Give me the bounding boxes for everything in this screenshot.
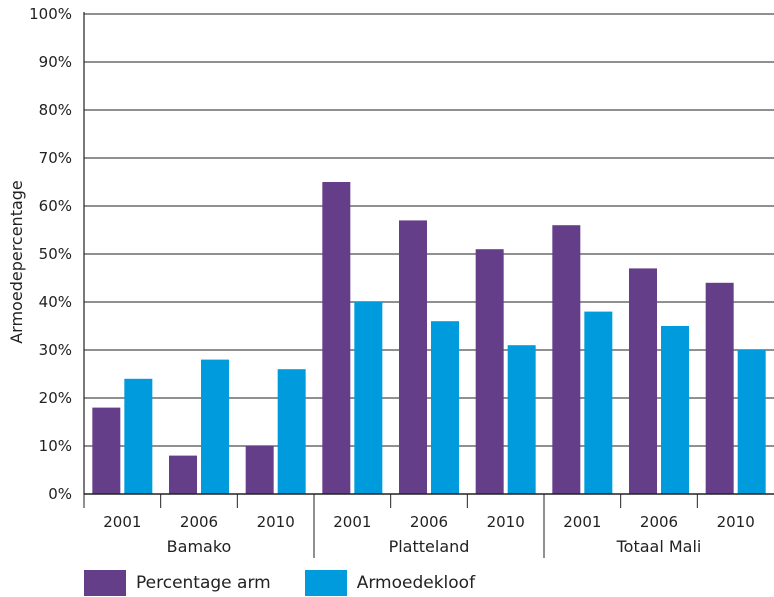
legend-label: Percentage arm (136, 573, 271, 593)
bar-percentage-arm (92, 407, 121, 494)
x-tick-label: 2010 (487, 513, 525, 531)
bar-percentage-arm (245, 446, 274, 494)
x-tick-label: 2001 (333, 513, 371, 531)
x-tick-label: 2010 (717, 513, 755, 531)
y-axis-label: Armoedepercentage (7, 180, 26, 344)
y-tick-label: 60% (39, 197, 72, 215)
legend-label: Armoedekloof (356, 573, 476, 593)
y-tick-label: 0% (48, 485, 72, 503)
legend-item-series-2: Armoedekloof (304, 570, 476, 596)
x-tick-label: 2010 (257, 513, 295, 531)
bar-armoedekloof (201, 359, 229, 494)
bar-percentage-arm (552, 225, 581, 494)
group-label: Totaal Mali (616, 537, 702, 556)
bar-chart: 0%10%20%30%40%50%60%70%80%90%100% 2001 20… (7, 5, 774, 558)
y-tick-label: 10% (39, 437, 72, 455)
x-tick-label: 2006 (180, 513, 218, 531)
gridlines (84, 13, 774, 447)
group-label: Bamako (167, 537, 232, 556)
bar-armoedekloof (661, 326, 689, 494)
y-tick-labels: 0% 10% 20% 30% 40% 50% 60% 70% 80% 90% 100% (29, 5, 72, 503)
y-tick-label: 70% (39, 149, 72, 167)
legend: Percentage arm Armoedekloof (84, 570, 509, 596)
group-label: Platteland (389, 537, 470, 556)
y-tick-label: 50% (39, 245, 72, 263)
y-tick-label: 90% (39, 53, 72, 71)
x-tick-labels: 2001 2006 2010 Bamako 2001 2006 2010 Platteland… (83, 494, 755, 558)
legend-item-series-1: Percentage arm (84, 570, 271, 596)
x-tick-label: 2001 (563, 513, 601, 531)
bar-percentage-arm (399, 220, 427, 494)
bar-armoedekloof (431, 321, 459, 494)
bar-percentage-arm (322, 182, 351, 494)
x-tick-label: 2006 (410, 513, 448, 531)
bar-percentage-arm (629, 268, 657, 494)
x-tick-label: 2006 (640, 513, 678, 531)
y-tick-label: 100% (29, 5, 72, 23)
y-tick-label: 20% (39, 389, 72, 407)
x-tick-label: 2001 (103, 513, 141, 531)
bar-percentage-arm (475, 249, 504, 494)
bar-armoedekloof (584, 311, 613, 494)
bar-percentage-arm (705, 282, 734, 494)
bar-armoedekloof (737, 350, 766, 494)
bar-armoedekloof (277, 369, 306, 494)
bar-armoedekloof (354, 302, 383, 494)
bars (92, 182, 766, 494)
bar-percentage-arm (169, 455, 197, 494)
legend-swatch (84, 570, 126, 596)
y-tick-label: 30% (39, 341, 72, 359)
legend-swatch (304, 570, 347, 596)
y-tick-label: 80% (39, 101, 72, 119)
bar-armoedekloof (124, 378, 153, 494)
y-tick-label: 40% (39, 293, 72, 311)
bar-armoedekloof (507, 345, 536, 494)
